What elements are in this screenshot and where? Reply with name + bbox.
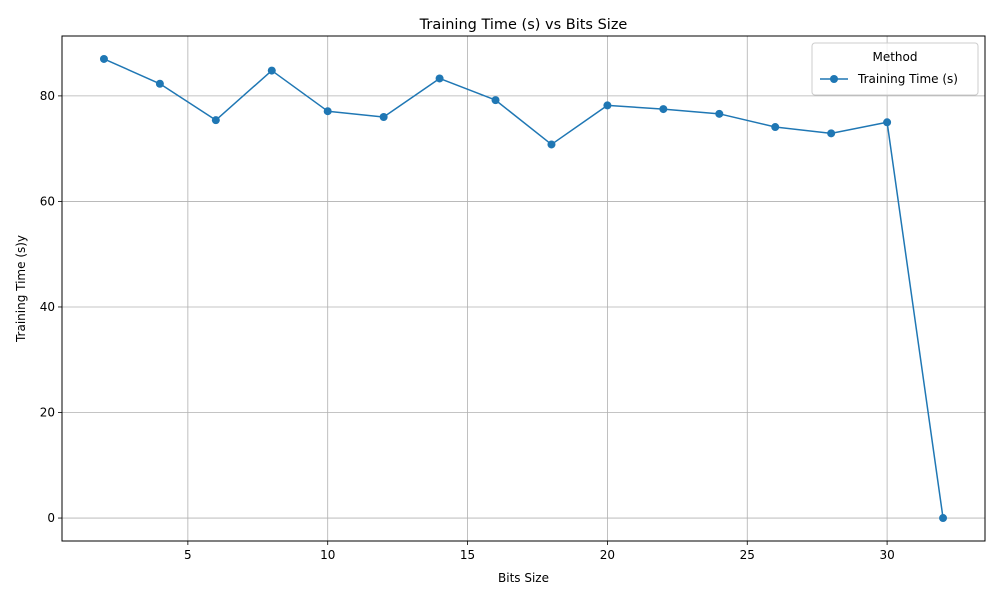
y-tick-label: 80 <box>40 89 55 103</box>
x-tick-label: 25 <box>740 548 755 562</box>
y-axis-label: Training Time (s)y <box>14 235 28 343</box>
data-point <box>379 113 388 122</box>
data-point <box>827 129 836 138</box>
x-tick-label: 30 <box>879 548 894 562</box>
data-point <box>491 96 500 105</box>
y-tick-label: 40 <box>40 300 55 314</box>
data-point <box>883 118 892 127</box>
x-tick-label: 5 <box>184 548 192 562</box>
y-tick-label: 60 <box>40 194 55 208</box>
plot-frame <box>61 35 986 542</box>
data-point <box>211 116 220 125</box>
x-axis-label: Bits Size <box>498 571 549 585</box>
x-tick-label: 15 <box>460 548 475 562</box>
axis-ticks: 5 10 15 20 25 30 0 20 40 60 80 <box>40 89 895 562</box>
data-point <box>715 109 724 118</box>
series-line <box>103 58 944 519</box>
legend: Method Training Time (s) <box>811 42 979 96</box>
legend-marker-swatch <box>830 75 838 83</box>
legend-entry-label: Training Time (s) <box>857 72 958 86</box>
data-point <box>547 140 556 149</box>
data-point <box>435 74 444 83</box>
series-layer <box>99 54 948 523</box>
data-point <box>323 107 332 116</box>
chart-title: Training Time (s) vs Bits Size <box>419 17 628 33</box>
y-tick-label: 0 <box>47 511 55 525</box>
data-point <box>99 54 108 63</box>
x-tick-label: 20 <box>600 548 615 562</box>
x-tick-label: 10 <box>320 548 335 562</box>
data-point <box>939 514 948 523</box>
data-point <box>603 101 612 110</box>
data-point <box>267 66 276 75</box>
legend-title: Method <box>872 50 917 64</box>
data-point <box>155 79 164 88</box>
data-point <box>771 123 780 132</box>
legend-box <box>811 42 979 96</box>
y-tick-label: 20 <box>40 406 55 420</box>
data-point <box>659 105 668 114</box>
grid-lines <box>62 36 985 541</box>
